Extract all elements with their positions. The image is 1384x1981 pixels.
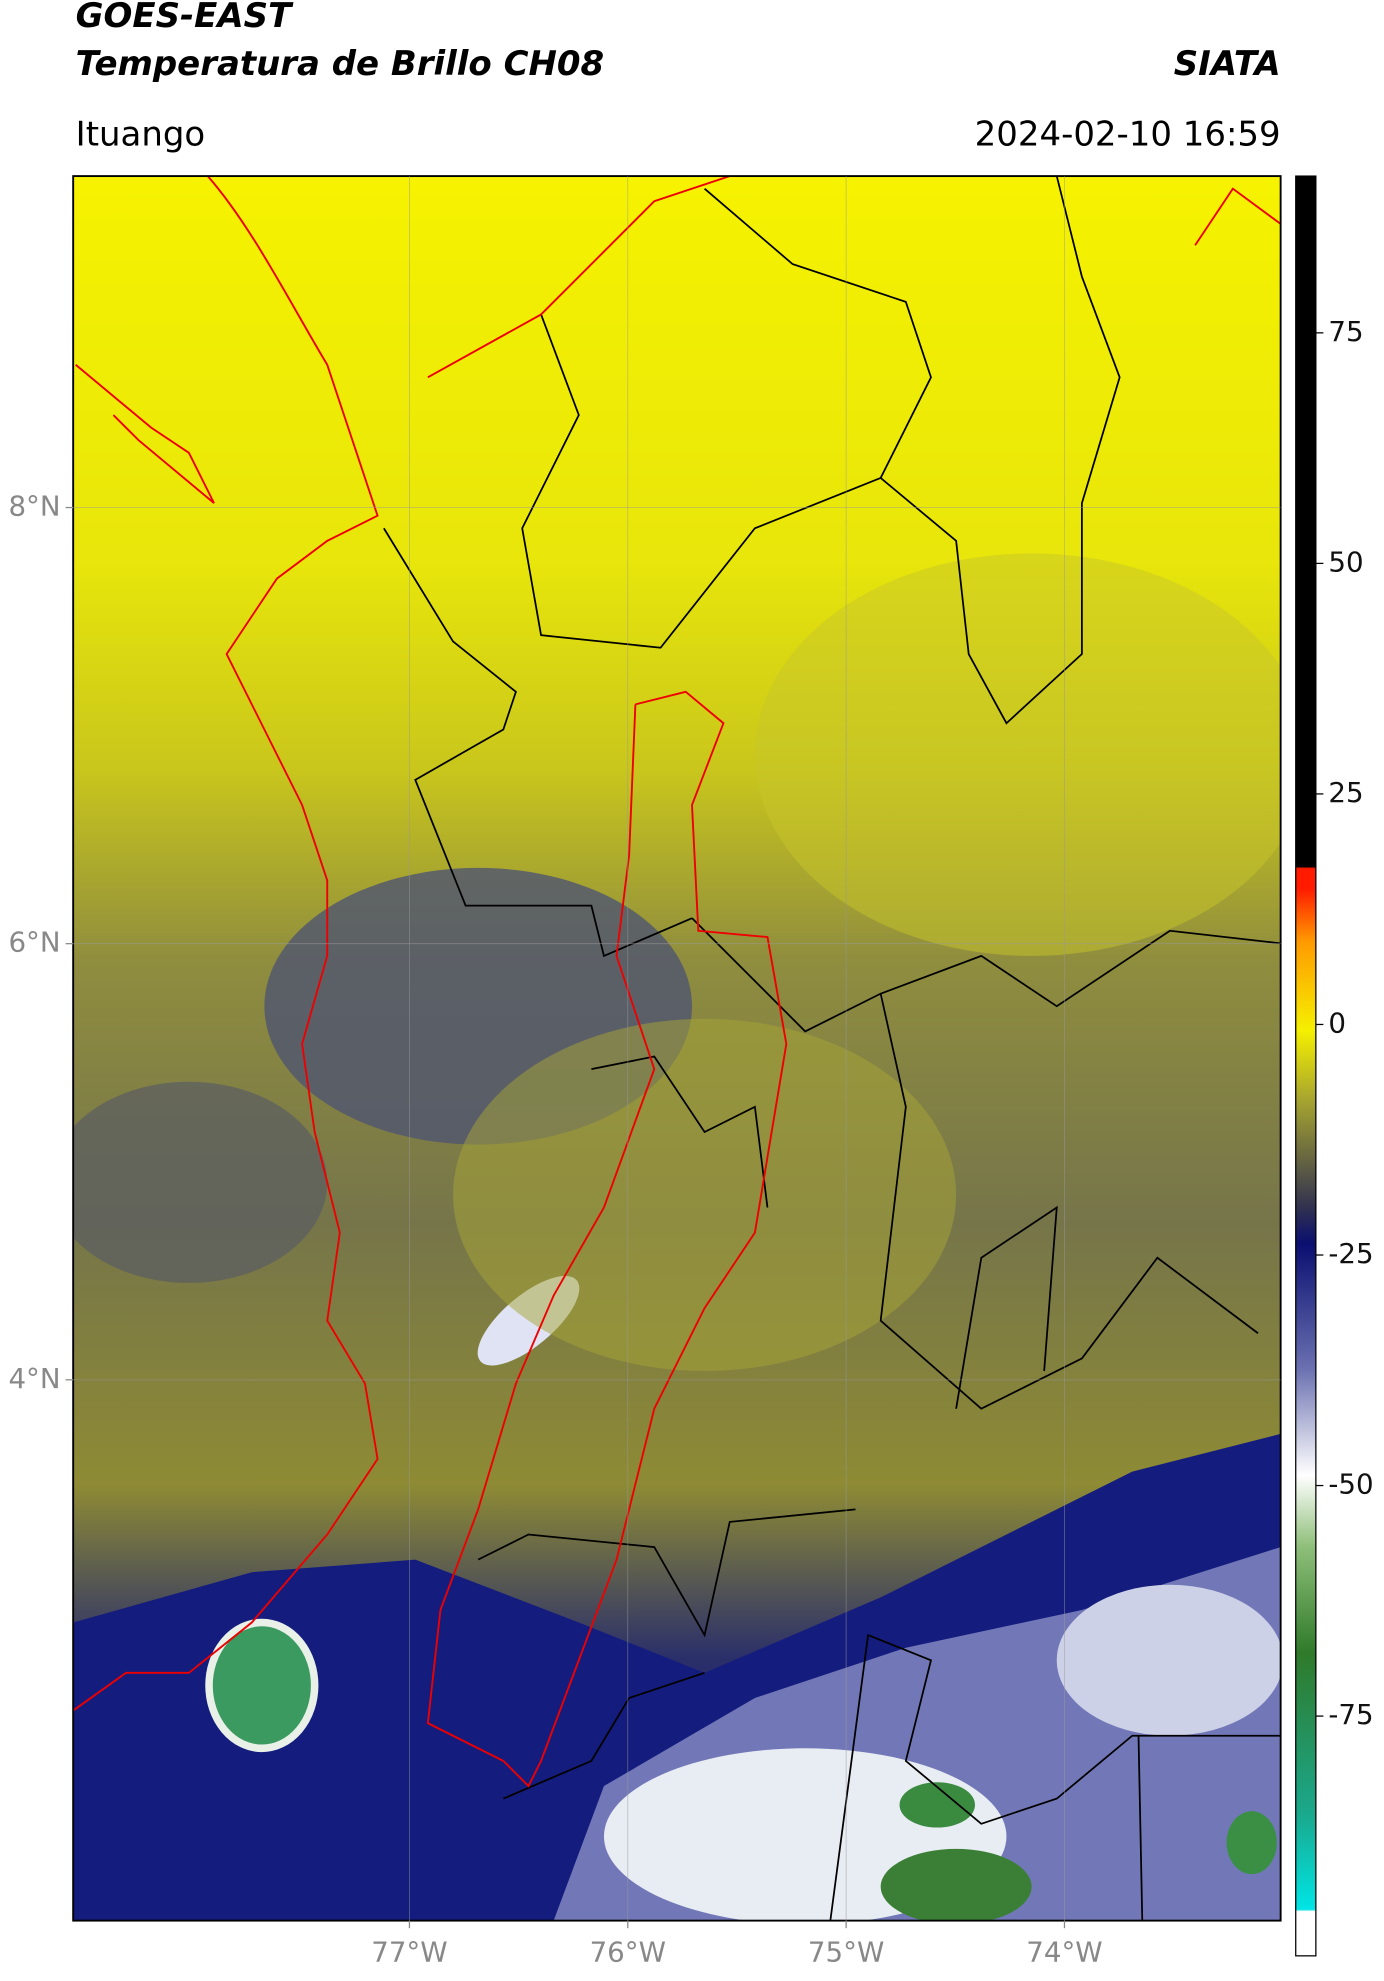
colorbar-label: -50 [1328, 1468, 1373, 1501]
location: Ituango [76, 114, 206, 154]
colorbar [1295, 175, 1317, 1957]
colorbar-label: -75 [1328, 1698, 1373, 1731]
x-tick-label: 76°W [590, 1935, 666, 1968]
map-image [73, 176, 1281, 1921]
datetime: 2024-02-10 16:59 [975, 114, 1281, 154]
colorbar-label: 0 [1328, 1006, 1346, 1039]
y-tick-label: 6°N [8, 926, 60, 959]
x-tick-label: 74°W [1026, 1935, 1102, 1968]
y-tick-label: 4°N [8, 1362, 60, 1395]
brand: SIATA [1174, 44, 1281, 84]
title: GOES-EAST [76, 0, 294, 36]
map-frame [72, 175, 1282, 1922]
subtitle: Temperatura de Brillo CH08 [76, 44, 604, 84]
colorbar-label: -25 [1328, 1237, 1373, 1270]
colorbar-label: 50 [1328, 545, 1363, 578]
y-tick-label: 8°N [8, 490, 60, 523]
colorbar-label: 75 [1328, 315, 1363, 348]
x-tick-label: 75°W [808, 1935, 884, 1968]
colorbar-label: 25 [1328, 776, 1363, 809]
x-tick-label: 77°W [371, 1935, 447, 1968]
